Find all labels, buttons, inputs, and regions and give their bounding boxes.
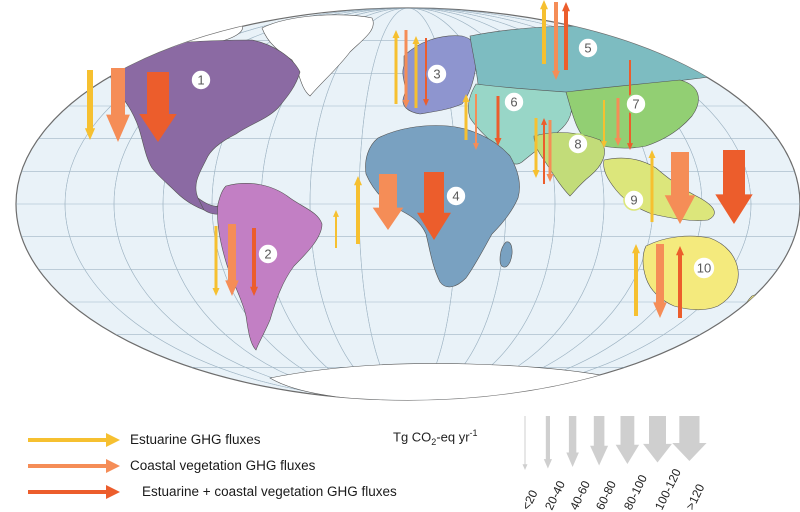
region-marker: 3: [426, 63, 448, 85]
region-marker: 9: [623, 189, 645, 211]
region-marker-circle: [257, 243, 279, 265]
legend-item-combined: Estuarine + coastal vegetation GHG fluxe…: [28, 484, 397, 499]
legend-label-estuarine: Estuarine GHG fluxes: [130, 432, 261, 447]
region-marker: 10: [692, 256, 716, 280]
scale-arrow: [615, 416, 640, 464]
flux-arrow: [417, 172, 451, 240]
flux-arrow: [648, 150, 656, 222]
region-marker-circle: [426, 63, 448, 85]
flux-arrow: [212, 226, 220, 296]
scale-arrow: [566, 416, 579, 467]
scale-title-text: Tg CO: [393, 429, 432, 445]
flux-arrow: [715, 150, 753, 224]
region-marker-label: 1: [197, 73, 204, 88]
greenland: [261, 14, 374, 97]
scale-title-superscript: -1: [469, 428, 478, 438]
flux-arrow: [84, 70, 96, 140]
scale-arrow: [672, 416, 707, 461]
flux-arrow: [614, 98, 622, 146]
scale-arrow: [590, 416, 609, 466]
region-marker: 5: [577, 37, 599, 59]
combined-arrow-icon: [28, 484, 120, 499]
region-marker: 2: [257, 243, 279, 265]
region-markers: 1 2 3 4 5 6 7 8 9 10: [190, 37, 716, 280]
region-marker-label: 5: [584, 41, 591, 56]
scale-arrow: [522, 416, 528, 470]
region-marker: 6: [503, 91, 525, 113]
flux-arrow: [225, 224, 239, 296]
flux-arrow: [541, 118, 547, 184]
flux-arrows: [84, 0, 753, 318]
region-marker-label: 4: [452, 189, 459, 204]
flux-arrow: [540, 0, 548, 64]
region-marker-circle: [190, 69, 212, 91]
region-marker-circle: [692, 256, 716, 280]
flux-arrow: [462, 94, 470, 140]
madagascar: [499, 241, 513, 268]
magnitude-scale-arrows: [522, 416, 707, 470]
legend-item-estuarine: Estuarine GHG fluxes: [28, 432, 261, 447]
scale-title-subscript: 2: [431, 436, 437, 447]
flux-arrow: [653, 244, 667, 318]
region-marker: 1: [190, 69, 212, 91]
legend-item-coastal-vegetation: Coastal vegetation GHG fluxes: [28, 458, 315, 473]
region-marker-circle: [625, 93, 647, 115]
scale-title: Tg CO2-eq yr-1: [393, 428, 478, 447]
flux-arrow: [552, 2, 560, 80]
flux-arrow: [494, 96, 502, 146]
region-marker-circle: [445, 185, 467, 207]
region-marker-label: 10: [697, 261, 711, 276]
flux-arrow: [473, 94, 479, 150]
flux-arrow: [402, 30, 410, 108]
region-marker-label: 6: [510, 95, 517, 110]
legend-label-combined: Estuarine + coastal vegetation GHG fluxe…: [142, 484, 397, 499]
region-marker: 4: [445, 185, 467, 207]
flux-arrow: [546, 120, 554, 182]
flux-arrow: [139, 72, 177, 142]
flux-arrow: [333, 210, 339, 248]
region-marker-circle: [503, 91, 525, 113]
region-marker-label: 7: [632, 97, 639, 112]
flux-arrow: [601, 100, 607, 148]
region-marker-circle: [567, 133, 589, 155]
flux-arrow: [632, 244, 640, 316]
scale-title-unit: -eq yr: [436, 429, 470, 445]
flux-arrow: [562, 2, 570, 70]
region-marker-label: 9: [630, 193, 637, 208]
flux-arrow: [354, 176, 362, 244]
flux-arrow: [412, 36, 420, 108]
flux-arrow: [372, 174, 404, 230]
flux-arrow: [392, 30, 400, 104]
scale-arrow: [543, 416, 552, 469]
region-10-land: [642, 235, 739, 311]
flux-arrow: [532, 118, 540, 178]
flux-arrow: [676, 246, 684, 318]
coastal-vegetation-arrow-icon: [28, 458, 120, 473]
region-marker-label: 2: [264, 247, 271, 262]
flux-arrow: [250, 228, 258, 296]
region-2-land: [217, 183, 323, 351]
region-marker-circle: [623, 189, 645, 211]
region-marker: 8: [567, 133, 589, 155]
region-marker-circle: [577, 37, 599, 59]
region-marker-label: 8: [574, 137, 581, 152]
scale-arrow: [643, 416, 672, 463]
region-marker-label: 3: [433, 67, 440, 82]
region-marker: 7: [625, 93, 647, 115]
legend-label-coastal-vegetation: Coastal vegetation GHG fluxes: [130, 458, 316, 473]
flux-arrow: [423, 38, 429, 106]
estuarine-arrow-icon: [28, 432, 120, 447]
flux-arrow: [106, 68, 130, 142]
flux-arrow: [664, 152, 696, 224]
